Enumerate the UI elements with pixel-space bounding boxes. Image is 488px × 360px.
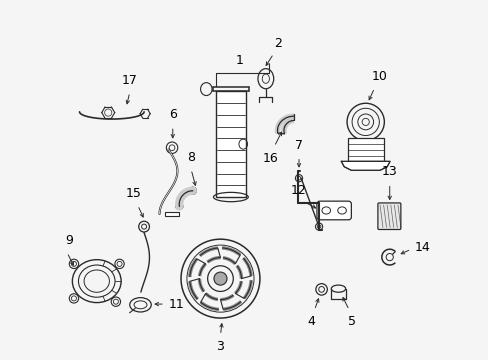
Text: 16: 16 [262, 152, 278, 165]
Text: 14: 14 [414, 240, 430, 253]
Text: 13: 13 [381, 165, 397, 178]
Text: 7: 7 [294, 139, 303, 152]
Text: 4: 4 [307, 315, 315, 328]
Text: 11: 11 [168, 298, 184, 311]
Text: 1: 1 [235, 54, 243, 67]
Text: 12: 12 [290, 184, 305, 197]
Text: 15: 15 [126, 187, 142, 200]
Text: 6: 6 [168, 108, 176, 121]
FancyBboxPatch shape [377, 203, 400, 229]
Text: 5: 5 [347, 315, 355, 328]
Text: 9: 9 [65, 234, 73, 247]
Polygon shape [341, 161, 389, 170]
FancyBboxPatch shape [316, 201, 351, 220]
Text: 2: 2 [274, 37, 282, 50]
Ellipse shape [214, 272, 226, 285]
Text: 17: 17 [122, 75, 138, 87]
Bar [164, 212, 179, 216]
Text: 10: 10 [371, 70, 386, 83]
Bar [347, 138, 383, 161]
Text: 3: 3 [216, 340, 224, 353]
Text: 8: 8 [187, 151, 195, 164]
FancyBboxPatch shape [215, 91, 245, 197]
